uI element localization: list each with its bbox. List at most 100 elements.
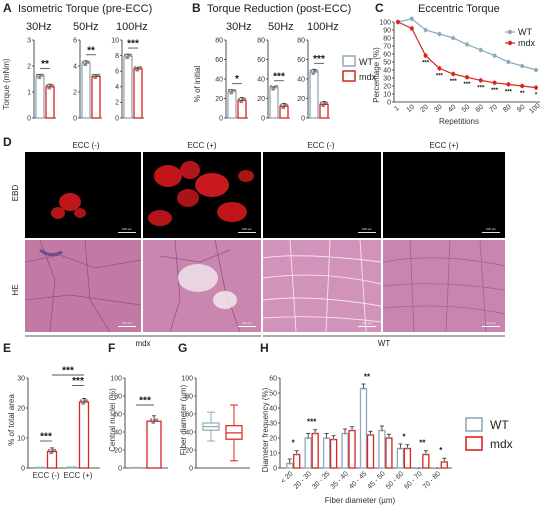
- panel-f-ytick-label: 80: [114, 393, 122, 400]
- panel-c-point: [451, 36, 456, 40]
- panel-h-datapoint: [417, 466, 420, 470]
- panel-b-sub1-ytick-label: 60: [215, 57, 223, 64]
- panel-d-col-1: ECC (-): [72, 141, 99, 150]
- panel-b-datapoint: [279, 103, 283, 106]
- panel-a-sub3-ytick-label: 2: [115, 100, 119, 107]
- panel-b-sub-3: 100Hz: [307, 21, 339, 33]
- panel-c-point: [520, 84, 525, 88]
- panel-a-sub3-ytick-label: 8: [115, 53, 119, 60]
- panel-f-ylabel: Central nuclei (%): [108, 388, 117, 452]
- panel-b-datapoint: [242, 97, 245, 101]
- panel-a-sub3-ytick-label: 0: [115, 115, 119, 122]
- scale-bar-label: 100 µm: [242, 227, 253, 231]
- legend-ab-wt-label: WT: [359, 57, 373, 67]
- panel-f-ytick-label: 20: [114, 447, 122, 454]
- panel-c-sig-label: ***: [450, 79, 458, 85]
- panel-h-sig-label: ***: [307, 418, 317, 427]
- panel-c-xlabel: Repetitions: [439, 117, 479, 126]
- panel-a-bar: [45, 86, 55, 119]
- panel-f-bar: [130, 466, 142, 469]
- panel-letter-c: C: [375, 1, 384, 15]
- panel-a-sub-3: 100Hz: [116, 21, 148, 33]
- panel-e-ytick-label: 10: [17, 435, 25, 442]
- panel-h-datapoint: [314, 432, 317, 435]
- panel-a-datapoint: [123, 53, 127, 56]
- panel-b-bar: [269, 87, 279, 119]
- ebd-blob: [217, 202, 247, 222]
- panel-b-datapoint: [311, 72, 314, 75]
- panel-h-bar: [359, 387, 368, 469]
- panel-c-point: [492, 53, 497, 58]
- panel-h-bar: [385, 437, 393, 469]
- panel-h-xtick-label: 20 - 30: [293, 470, 313, 490]
- he-fiber-lines: [159, 239, 241, 333]
- panel-c-xtick-label: 30: [433, 104, 444, 114]
- panel-b-datapoint: [227, 88, 231, 92]
- panel-f-datapoint: [149, 418, 153, 421]
- panel-b-sig-label: *: [235, 74, 239, 85]
- panel-b-sub2-ytick-label: 20: [257, 96, 265, 103]
- panel-a-bar: [133, 68, 143, 119]
- panel-h-bar: [403, 447, 412, 469]
- panel-d-row-he: HE: [11, 284, 20, 295]
- panel-h-sig-label: **: [364, 373, 371, 382]
- panel-c-point: [465, 75, 469, 80]
- legend-ab-mdx-label: mdx: [359, 72, 377, 82]
- panel-h-datapoint: [369, 433, 372, 437]
- panel-a-sig-label: **: [41, 59, 49, 70]
- panel-c-xtick-label: 60: [475, 104, 486, 114]
- panel-b-datapoint: [314, 69, 317, 72]
- panel-h-bar: [304, 437, 312, 469]
- panel-h-bar: [378, 429, 386, 469]
- legend-c-wt-marker: [507, 29, 513, 35]
- panel-h-sig-label: **: [419, 439, 426, 448]
- panel-letter-b: B: [192, 1, 201, 15]
- panel-a-datapoint: [50, 84, 53, 87]
- panel-h-datapoint: [387, 436, 391, 440]
- panel-a-datapoint: [83, 63, 86, 67]
- panel-b-datapoint: [324, 101, 327, 104]
- panel-e-ylabel: % of total area: [7, 394, 16, 446]
- panel-c-point: [423, 53, 428, 58]
- panel-a-datapoint: [138, 66, 141, 69]
- panel-e-ytick-label: 0: [21, 465, 25, 472]
- legend-bottom: WT mdx: [465, 417, 513, 451]
- panel-c-ytick-label: 30: [383, 75, 391, 82]
- panel-a-sub2-ytick-label: 6: [73, 37, 77, 44]
- panel-c-point: [506, 60, 511, 64]
- panel-b-sub3-ytick-label: 0: [301, 115, 305, 122]
- ebd-blob: [180, 161, 200, 179]
- ebd-wt-ecc-plus: [383, 152, 505, 238]
- panel-c-sig-label: **: [520, 91, 525, 97]
- panel-g-ytick-label: 40: [185, 429, 193, 436]
- panel-d-col-2: ECC (+): [187, 141, 216, 150]
- panel-c-point: [534, 85, 538, 90]
- panel-h-xtick-label: 40 - 45: [348, 470, 368, 490]
- panel-h-bar: [348, 429, 356, 469]
- panel-a-datapoint: [93, 76, 96, 80]
- panel-a-datapoint: [86, 60, 89, 63]
- panel-e-bar: [78, 401, 90, 469]
- panel-h-datapoint: [399, 447, 402, 450]
- panel-b-datapoint: [229, 92, 232, 95]
- panel-h-datapoint: [406, 447, 409, 450]
- panel-a-sub1-ytick-label: 2: [27, 63, 31, 70]
- scale-bar-label: 100 µm: [122, 227, 133, 231]
- panel-c-point: [478, 48, 483, 52]
- legend-ab: WT mdx: [342, 55, 377, 82]
- scale-bar: [238, 232, 256, 233]
- scale-bar: [358, 232, 376, 233]
- ebd-blob: [51, 207, 65, 219]
- panel-e-datapoint: [52, 448, 55, 452]
- panel-c-point: [451, 72, 456, 76]
- scale-bar-label: 100 µm: [486, 227, 497, 231]
- panel-a-datapoint: [96, 73, 99, 77]
- panel-a-datapoint: [47, 87, 50, 90]
- panel-a-sub2-ytick-label: 4: [73, 63, 77, 70]
- panel-c-sig-label: ***: [463, 82, 471, 88]
- panel-b-sub2-ytick-label: 40: [257, 76, 265, 83]
- panel-h-datapoint: [362, 387, 365, 390]
- panel-b-datapoint: [239, 100, 242, 104]
- panel-a-sig-label: ***: [127, 39, 139, 50]
